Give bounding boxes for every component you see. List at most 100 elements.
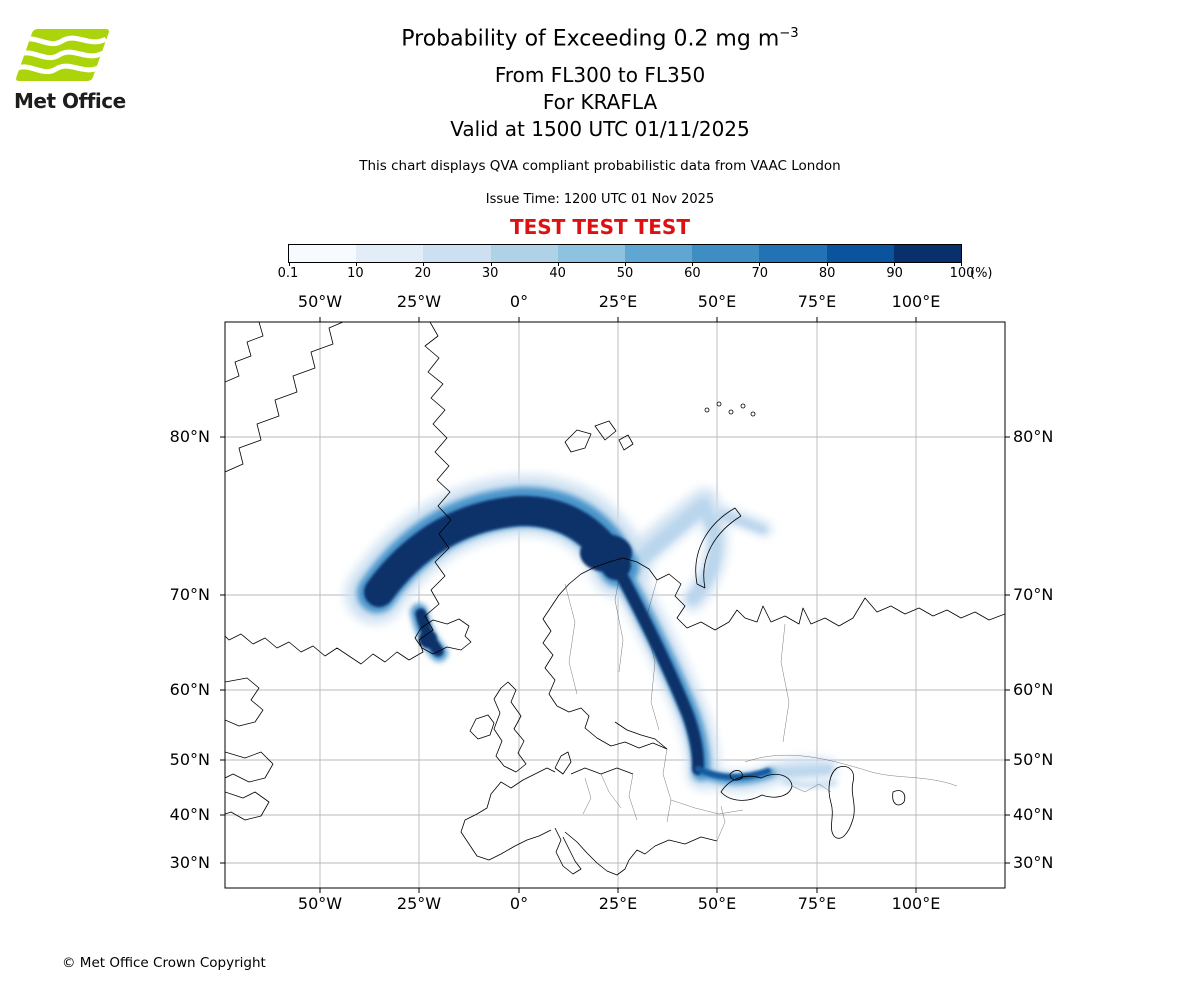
axis-ticks	[220, 317, 1010, 893]
colorbar-tickmark	[759, 262, 761, 266]
country-borders	[564, 557, 958, 842]
map-background	[225, 322, 1005, 888]
colorbar-tickmark	[356, 262, 358, 266]
colorbar-cell	[692, 245, 760, 262]
test-banner: TEST TEST TEST	[510, 215, 690, 239]
colorbar-tick-label: 40	[549, 266, 566, 281]
lat-labels-left: 80°N 70°N 60°N 50°N 40°N 30°N	[148, 322, 210, 888]
lat-label: 80°N	[1013, 427, 1054, 446]
great-britain-coast	[493, 681, 527, 773]
lon-label: 50°W	[297, 292, 343, 311]
ireland-coast	[469, 714, 495, 740]
lat-label: 40°N	[1013, 805, 1054, 824]
baltic-south-shore	[556, 705, 668, 750]
colorbar-tickmark	[423, 262, 425, 266]
lon-label: 0°	[509, 292, 529, 311]
lat-label: 30°N	[169, 853, 210, 872]
colorbar-ticks: 0.1 10 20 30 40 50 60 70 80 90 100	[278, 266, 975, 282]
greenland-northwest-coast	[225, 322, 344, 473]
colorbar-tickmark	[557, 262, 559, 266]
russia-arctic-coast	[686, 597, 1005, 631]
subtitle-flight-levels: From FL300 to FL350	[494, 63, 706, 87]
caspian-sea	[828, 765, 855, 839]
colorbar-cell	[893, 245, 962, 262]
labrador-coast	[225, 791, 270, 821]
lat-label: 50°N	[169, 750, 210, 769]
colorbar-tick-label: 100	[949, 266, 975, 281]
sea-of-azov	[729, 770, 743, 781]
north-sea-coast	[534, 767, 556, 775]
novaya-zemlya	[695, 507, 742, 589]
colorbar-cell	[289, 245, 357, 262]
lat-label: 70°N	[1013, 585, 1054, 604]
lat-label: 30°N	[1013, 853, 1054, 872]
baffin-coast	[225, 677, 264, 727]
colorbar-tickmark	[893, 262, 895, 266]
colorbar-cell	[759, 245, 827, 262]
colorbar-cell	[423, 245, 491, 262]
colorbar-cell	[490, 245, 558, 262]
subtitle-volcano: For KRAFLA	[542, 90, 658, 114]
colorbar-tick-label: 20	[414, 266, 432, 281]
page-title-exponent: −3	[779, 26, 799, 41]
lon-label: 75°E	[797, 894, 837, 913]
issue-time: Issue Time: 1200 UTC 01 Nov 2025	[485, 192, 715, 207]
colorbar-cell	[826, 245, 894, 262]
colorbar	[288, 244, 962, 266]
greenland-coast	[225, 322, 452, 665]
colorbar-cell	[625, 245, 693, 262]
map	[220, 317, 1010, 893]
lat-label: 60°N	[1013, 680, 1054, 699]
colorbar-tick-label: 80	[818, 266, 836, 281]
colorbar-tickmark	[692, 262, 694, 266]
lat-label: 60°N	[169, 680, 210, 699]
map-frame	[224, 321, 1006, 889]
lon-labels-top: 50°W 25°W 0° 25°E 50°E 75°E 100°E	[225, 292, 1005, 314]
lon-labels-bottom: 50°W 25°W 0° 25°E 50°E 75°E 100°E	[225, 894, 1005, 916]
lon-label: 50°E	[697, 292, 737, 311]
gulf-of-finland-shore	[614, 721, 668, 750]
lon-label: 25°W	[396, 894, 442, 913]
colorbar-tick-label: 60	[684, 266, 701, 281]
colorbar-tick-label: 0.1	[277, 266, 299, 281]
logo-graphic	[16, 29, 109, 81]
colorbar-cell	[557, 245, 626, 262]
lon-label: 100°E	[891, 894, 941, 913]
page-title-text: Probability of Exceeding 0.2 mg m	[401, 26, 780, 52]
norway-coast	[542, 557, 688, 707]
colorbar-tickmark	[625, 262, 626, 266]
colorbar-tickmark	[826, 262, 828, 266]
colorbar-tick-label: 90	[886, 266, 903, 281]
qva-note: This chart displays QVA compliant probab…	[359, 158, 841, 174]
colorbar-tickmark	[289, 262, 290, 266]
colorbar-tick-label: 30	[481, 266, 499, 281]
met-office-logo: Met Office	[14, 26, 134, 113]
aral-sea	[892, 790, 906, 806]
lon-label: 0°	[509, 894, 529, 913]
lat-labels-right: 80°N 70°N 60°N 50°N 40°N 30°N	[1013, 322, 1083, 888]
lat-label: 50°N	[1013, 750, 1054, 769]
franz-josef-land	[704, 401, 756, 417]
lon-label: 100°E	[891, 292, 941, 311]
lon-label: 75°E	[797, 292, 837, 311]
lat-label: 80°N	[169, 427, 210, 446]
colorbar-tick-label: 70	[751, 266, 769, 281]
logo-brand-text: Met Office	[14, 89, 126, 113]
lon-label: 50°W	[297, 894, 343, 913]
copyright-text: © Met Office Crown Copyright	[62, 955, 266, 971]
logo-waves-icon	[16, 35, 108, 75]
plume-core	[364, 495, 771, 781]
hudson-coast	[225, 751, 274, 783]
arctic-canada-islands	[225, 322, 264, 383]
lon-label: 25°E	[598, 894, 638, 913]
colorbar-unit: (%)	[970, 266, 993, 281]
aegean-turkey-coast	[628, 836, 718, 861]
adriatic-balkan-coast	[564, 831, 630, 876]
lon-label: 25°W	[396, 292, 442, 311]
colorbar-tick-label: 50	[616, 266, 634, 281]
italy-coast	[554, 827, 582, 875]
lon-label: 25°E	[598, 292, 638, 311]
lat-label: 40°N	[169, 805, 210, 824]
colorbar-tickmark	[961, 262, 962, 266]
